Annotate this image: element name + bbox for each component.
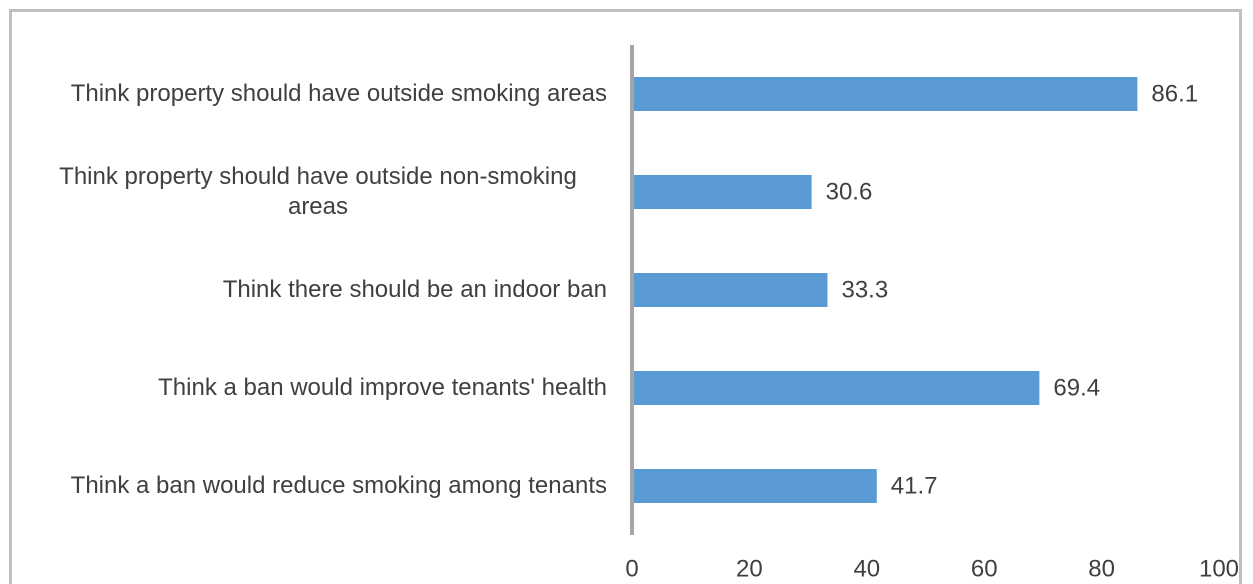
y-tick-label: Think property should have outside non-s…: [59, 163, 577, 220]
bar: [632, 469, 877, 503]
y-tick-label: Think a ban would improve tenants' healt…: [158, 374, 607, 401]
data-label: 30.6: [826, 178, 873, 205]
chart-frame: [9, 9, 1242, 584]
bar: [632, 273, 828, 307]
y-tick-label: Think a ban would reduce smoking among t…: [70, 472, 607, 499]
x-tick-label: 60: [971, 555, 998, 582]
x-tick-label: 0: [625, 555, 638, 582]
x-tick-label: 80: [1088, 555, 1115, 582]
data-label: 41.7: [891, 472, 938, 499]
x-tick-label: 40: [853, 555, 880, 582]
x-tick-label: 20: [736, 555, 763, 582]
bar: [632, 371, 1040, 405]
bar: [632, 77, 1138, 111]
y-tick-label: Think property should have outside smoki…: [70, 80, 607, 107]
y-tick-label: Think there should be an indoor ban: [222, 276, 607, 303]
data-label: 33.3: [841, 276, 888, 303]
data-label: 69.4: [1053, 374, 1100, 401]
bar: [632, 175, 812, 209]
x-tick-label: 100: [1199, 555, 1239, 582]
data-label: 86.1: [1151, 80, 1198, 107]
